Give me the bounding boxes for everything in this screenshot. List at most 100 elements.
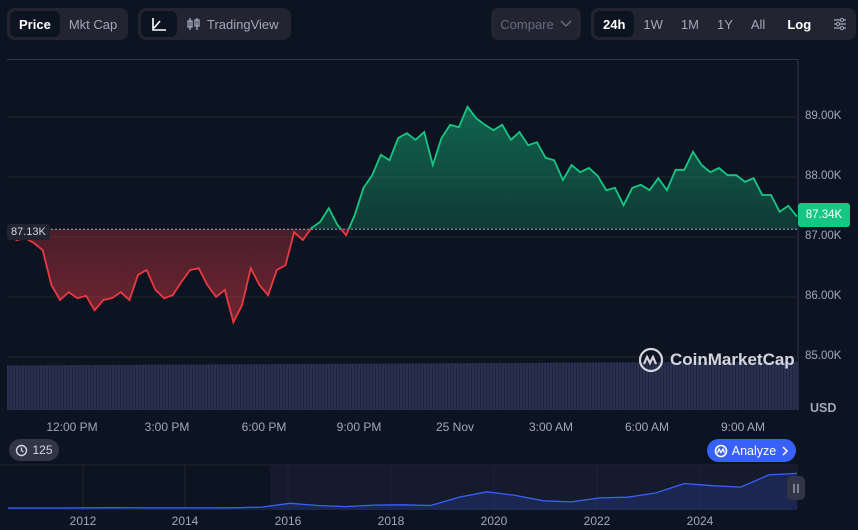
mkt-cap-tab[interactable]: Mkt Cap xyxy=(68,16,118,32)
range-all[interactable]: All xyxy=(750,16,766,32)
volume-bar xyxy=(286,364,289,410)
volume-bar xyxy=(196,364,199,410)
volume-bar xyxy=(277,364,280,410)
volume-bar xyxy=(661,362,664,410)
volume-bar xyxy=(649,362,652,410)
price-area-down xyxy=(8,229,797,323)
x-tick-label: 3:00 AM xyxy=(528,420,574,434)
compare-dropdown[interactable]: Compare xyxy=(491,8,581,40)
volume-bar xyxy=(13,365,16,410)
volume-bar xyxy=(718,361,721,410)
navigator-handle[interactable] xyxy=(787,476,805,500)
volume-bar xyxy=(163,364,166,410)
line-chart-button[interactable] xyxy=(141,11,177,37)
history-badge[interactable]: 125 xyxy=(9,439,59,461)
range-24h[interactable]: 24h xyxy=(594,11,635,37)
volume-bar xyxy=(724,361,727,410)
volume-bar xyxy=(46,365,49,410)
volume-bar xyxy=(61,365,64,410)
volume-bar xyxy=(682,362,685,410)
volume-bar xyxy=(358,363,361,410)
coinmarketcap-ai-icon xyxy=(714,444,728,457)
volume-bar xyxy=(769,361,772,410)
volume-bar xyxy=(10,365,13,410)
volume-bar xyxy=(145,364,148,410)
volume-bar xyxy=(706,361,709,410)
analyze-label: Analyze xyxy=(731,443,777,458)
volume-bar xyxy=(529,362,532,410)
volume-bar xyxy=(499,363,502,410)
volume-bar xyxy=(376,363,379,410)
volume-bar xyxy=(430,363,433,410)
volume-bar xyxy=(292,364,295,410)
volume-bar xyxy=(415,363,418,410)
volume-bar xyxy=(364,363,367,410)
volume-bar xyxy=(568,362,571,410)
price-tab[interactable]: Price xyxy=(10,11,60,37)
volume-bar xyxy=(73,365,76,410)
volume-bar xyxy=(22,365,25,410)
compare-label: Compare xyxy=(500,16,554,32)
volume-bar xyxy=(82,365,85,410)
volume-bar xyxy=(640,362,643,410)
volume-bar xyxy=(199,364,202,410)
volume-bar xyxy=(40,365,43,410)
coinmarketcap-watermark: CoinMarketCap xyxy=(638,347,795,373)
line-chart-icon xyxy=(152,18,166,31)
volume-bar xyxy=(709,361,712,410)
tradingview-button[interactable]: TradingView xyxy=(177,11,288,37)
volume-bar xyxy=(664,362,667,410)
volume-bar xyxy=(622,362,625,410)
volume-bar xyxy=(271,364,274,410)
volume-bar xyxy=(394,363,397,410)
volume-bar xyxy=(31,365,34,410)
volume-bar xyxy=(469,363,472,410)
tradingview-label: TradingView xyxy=(207,16,279,32)
watermark-text: CoinMarketCap xyxy=(670,350,795,369)
volume-bar xyxy=(523,362,526,410)
volume-bar xyxy=(397,363,400,410)
analyze-button[interactable]: Analyze xyxy=(707,439,796,462)
volume-bar xyxy=(637,362,640,410)
range-1m[interactable]: 1M xyxy=(680,16,699,32)
volume-bar xyxy=(55,365,58,410)
volume-bar xyxy=(505,362,508,410)
volume-bar xyxy=(463,363,466,410)
volume-bar xyxy=(67,365,70,410)
volume-bar xyxy=(208,364,211,410)
volume-bar xyxy=(433,363,436,410)
volume-bar xyxy=(295,364,298,410)
coinmarketcap-logo-icon xyxy=(638,347,664,373)
navigator-line xyxy=(8,472,798,509)
volume-bar xyxy=(436,363,439,410)
volume-bar xyxy=(772,361,775,410)
log-toggle[interactable]: Log xyxy=(787,16,812,32)
volume-bar xyxy=(796,361,799,410)
volume-bar xyxy=(94,365,97,410)
volume-bar xyxy=(586,362,589,410)
range-1y[interactable]: 1Y xyxy=(716,16,733,32)
volume-bar xyxy=(760,361,763,410)
volume-bar xyxy=(382,363,385,410)
volume-bar xyxy=(730,361,733,410)
volume-bar xyxy=(121,364,124,410)
volume-bar xyxy=(781,361,784,410)
volume-bar xyxy=(139,364,142,410)
volume-bar xyxy=(481,363,484,410)
volume-bar xyxy=(361,363,364,410)
volume-bar xyxy=(517,362,520,410)
volume-bar xyxy=(148,364,151,410)
settings-button[interactable] xyxy=(824,11,856,37)
price-type-toggle: Price Mkt Cap xyxy=(7,8,128,40)
navigator-year-label: 2012 xyxy=(69,514,97,528)
volume-bar xyxy=(457,363,460,410)
volume-bar xyxy=(745,361,748,410)
range-1w[interactable]: 1W xyxy=(643,16,663,32)
volume-bar xyxy=(274,364,277,410)
volume-bar xyxy=(448,363,451,410)
volume-bar xyxy=(124,364,127,410)
volume-bar xyxy=(43,365,46,410)
navigator-year-label: 2018 xyxy=(377,514,405,528)
y-tick-label: 89.00K xyxy=(805,110,842,122)
